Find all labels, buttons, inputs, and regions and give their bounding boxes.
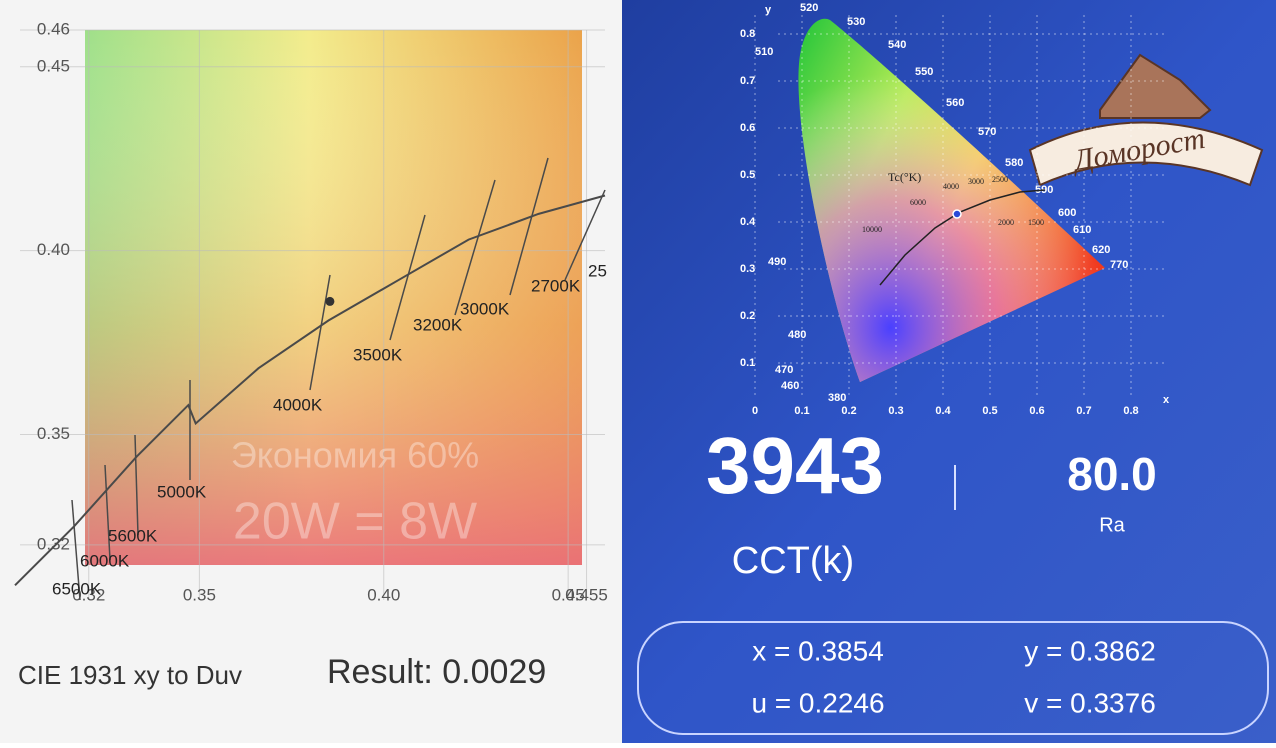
cct-value: 3943 [706, 421, 884, 510]
isotherm [509, 157, 549, 296]
wavelength-label: 480 [788, 329, 806, 341]
cie-locus-shade [798, 18, 1105, 383]
temperature-label: 6000 [910, 198, 926, 207]
axis-label: x [1163, 394, 1170, 406]
meter-y-tick: 0.5 [740, 169, 755, 181]
isotherm-label: 5000K [157, 482, 207, 501]
watermark: 20W = 8W [233, 493, 477, 551]
wavelength-label: 490 [768, 256, 786, 268]
wavelength-label: 580 [1005, 157, 1023, 169]
isotherm-label: 4000K [273, 395, 323, 414]
y-tick-label: 0.32 [37, 534, 70, 553]
logo-houses [1099, 53, 1212, 119]
y-tick-label: 0.46 [37, 19, 70, 38]
x-tick-label: 0.40 [367, 585, 400, 604]
wavelength-label: 600 [1058, 207, 1076, 219]
wavelength-label: 510 [755, 46, 773, 58]
isotherm-label: 3000K [460, 299, 510, 318]
y-tick-label: 0.35 [37, 424, 70, 443]
readout-box [637, 621, 1269, 735]
isotherm-label: 3200K [413, 315, 463, 334]
meter-x-tick: 0.8 [1123, 405, 1138, 417]
x-tick-label: 0.45 [552, 585, 585, 604]
wavelength-label: 610 [1073, 224, 1091, 236]
temperature-label: 2500 [992, 175, 1008, 184]
x-tick-label: 0.35 [183, 585, 216, 604]
wavelength-label: 620 [1092, 244, 1110, 256]
meter-x-tick: 0.7 [1076, 405, 1091, 417]
temperature-label: 3000 [968, 177, 984, 186]
isotherm-label: 5600K [108, 526, 158, 545]
wavelength-label: 470 [775, 364, 793, 376]
x-tick-label: 0.455 [565, 585, 608, 604]
meter-x-tick: 0.6 [1029, 405, 1044, 417]
ra-value: 80.0 [1067, 448, 1157, 500]
meter-x-tick: 0.2 [841, 405, 856, 417]
temperature-label: 2000 [998, 218, 1014, 227]
measured-point [325, 296, 335, 306]
isotherm [309, 274, 331, 391]
temperature-label: 1500 [1028, 218, 1044, 227]
meter-y-tick: 0.6 [740, 122, 755, 134]
meter-y-tick: 0.2 [740, 310, 755, 322]
isotherm [564, 189, 606, 281]
meter-y-tick: 0.1 [740, 357, 755, 369]
isotherm [134, 434, 139, 536]
wavelength-label: 530 [847, 16, 865, 28]
isotherm-label: 3500K [353, 345, 403, 364]
reading: y = 0.3862 [1024, 635, 1156, 666]
cct-label: CCT(k) [732, 540, 854, 582]
watermark: Экономия 60% [231, 435, 479, 476]
caption: CIE 1931 xy to Duv [18, 660, 242, 690]
reading: x = 0.3854 [752, 635, 884, 666]
result: Result: 0.0029 [327, 653, 546, 691]
axis-label: y [765, 4, 772, 16]
meter-y-tick: 0.3 [740, 263, 755, 275]
wavelength-label: 560 [946, 97, 964, 109]
meter-x-tick: 0.3 [888, 405, 903, 417]
wavelength-label: 570 [978, 126, 996, 138]
isotherm-label: 25 [588, 261, 607, 280]
isotherm [389, 214, 426, 341]
logo-banner [1028, 121, 1264, 187]
meter-x-tick: 0.5 [982, 405, 997, 417]
meter-y-tick: 0.8 [740, 28, 755, 40]
tc-label: Tc(°K) [888, 170, 921, 184]
wavelength-label: 540 [888, 39, 906, 51]
wavelength-label: 770 [1110, 259, 1128, 271]
wavelength-label: 520 [800, 2, 818, 14]
meter-x-tick: 0.4 [935, 405, 951, 417]
isotherm-label: 6000K [80, 551, 130, 570]
temperature-label: 10000 [862, 225, 882, 234]
meter-y-tick: 0.7 [740, 75, 755, 87]
plot-area-shade [85, 30, 582, 565]
reading: v = 0.3376 [1024, 687, 1156, 718]
isotherm-label: 6500K [52, 579, 102, 598]
isotherm [71, 499, 81, 601]
reading: u = 0.2246 [751, 687, 884, 718]
y-tick-label: 0.45 [37, 56, 70, 75]
ra-label: Ra [1099, 514, 1125, 536]
isotherm [454, 179, 496, 316]
y-tick-label: 0.40 [37, 240, 70, 259]
meter-x-tick: 0 [752, 405, 758, 417]
planckian-locus [14, 194, 606, 586]
wavelength-label: 550 [915, 66, 933, 78]
meter-x-tick: 0.1 [794, 405, 809, 417]
meter-y-tick: 0.4 [740, 216, 756, 228]
wavelength-label: 460 [781, 380, 799, 392]
wavelength-label: 380 [828, 392, 846, 404]
isotherm [104, 464, 111, 561]
isotherm-label: 2700K [531, 276, 581, 295]
temperature-label: 4000 [943, 182, 959, 191]
meter-point [952, 209, 962, 219]
